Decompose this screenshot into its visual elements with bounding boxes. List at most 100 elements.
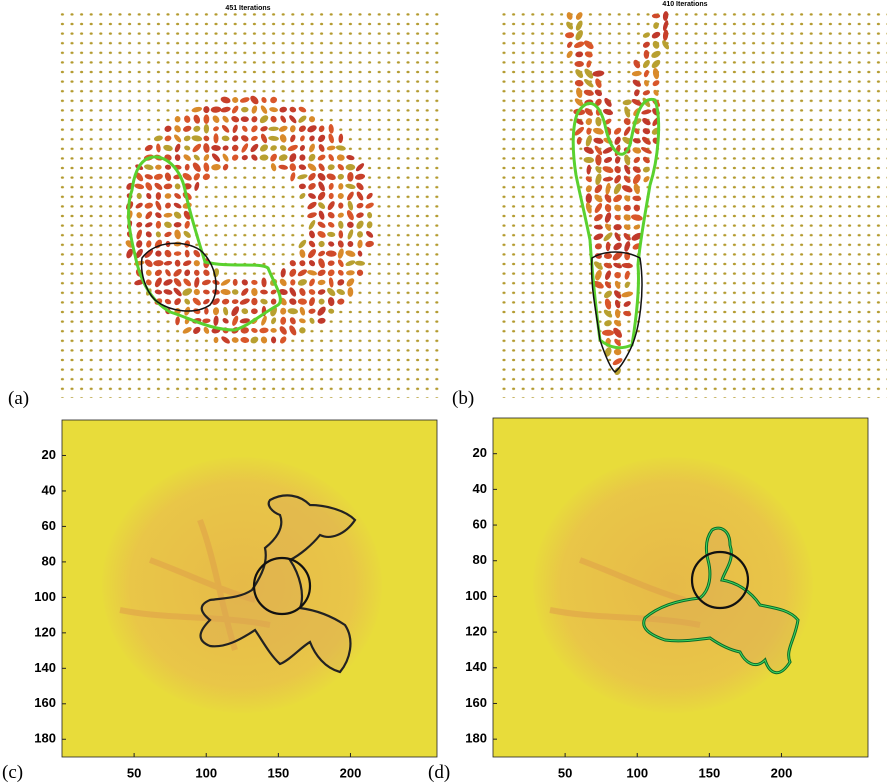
y-tick-label: 100 <box>34 589 56 604</box>
tensor-glyph <box>624 281 630 288</box>
tensor-glyph <box>622 99 632 106</box>
tensor-glyph <box>566 12 573 20</box>
tensor-glyph <box>643 69 649 78</box>
tensor-glyph <box>239 298 250 305</box>
tensor-glyph <box>164 172 172 182</box>
tensor-glyph <box>268 126 279 132</box>
tensor-glyph <box>574 79 584 87</box>
tensor-glyph <box>337 240 344 248</box>
tensor-glyph <box>326 173 336 181</box>
tensor-glyph <box>192 297 201 306</box>
tensor-glyph <box>357 239 363 249</box>
tensor-glyph <box>211 164 221 171</box>
tensor-glyph <box>642 59 650 69</box>
tensor-glyph <box>641 109 652 115</box>
tensor-glyph <box>135 202 143 209</box>
tensor-glyph <box>583 146 594 154</box>
seed-circle <box>252 556 312 616</box>
tensor-glyph <box>299 145 305 151</box>
tensor-glyph <box>308 172 316 181</box>
tensor-glyph <box>356 182 364 191</box>
tensor-glyph <box>624 154 631 166</box>
tensor-glyph <box>641 147 652 154</box>
tensor-glyph <box>154 182 163 190</box>
tensor-glyph <box>614 338 621 347</box>
tensor-glyph <box>261 315 267 326</box>
tensor-glyph <box>602 166 614 173</box>
tensor-glyph <box>614 272 621 279</box>
tensor-glyph <box>297 298 307 305</box>
tensor-glyph <box>366 231 374 238</box>
axes-frame <box>492 417 869 758</box>
tensor-glyph <box>165 202 171 209</box>
tensor-glyph <box>231 289 239 295</box>
tensor-glyph <box>202 173 210 181</box>
tensor-glyph <box>241 135 249 142</box>
tensor-glyph <box>307 212 317 219</box>
tensor-glyph <box>585 118 592 126</box>
tensor-glyph <box>594 89 603 97</box>
tensor-glyph <box>318 258 325 269</box>
tensor-glyph <box>575 69 584 79</box>
tensor-glyph <box>345 183 356 189</box>
tensor-glyph <box>145 182 153 191</box>
tensor-glyph <box>662 29 669 41</box>
tensor-glyph <box>232 135 239 142</box>
tensor-glyph <box>260 126 268 132</box>
green-contour <box>127 155 282 332</box>
tensor-glyph <box>584 108 593 116</box>
tensor-glyph <box>614 156 621 164</box>
tensor-glyph <box>144 202 153 209</box>
tensor-glyph <box>242 125 248 132</box>
tensor-glyph <box>184 220 190 229</box>
tensor-glyph <box>221 298 230 305</box>
tensor-glyph <box>317 269 326 277</box>
tensor-glyph <box>633 204 640 212</box>
tensor-glyph <box>651 13 661 19</box>
tensor-glyph <box>193 260 200 267</box>
tensor-glyph <box>653 22 659 29</box>
tensor-glyph <box>155 250 162 257</box>
x-tick-label: 200 <box>340 765 362 780</box>
tensor-glyph <box>182 288 193 296</box>
tensor-glyph <box>594 243 602 250</box>
tensor-glyph <box>290 172 296 182</box>
tensor-glyph <box>365 240 374 248</box>
tensor-glyph <box>345 164 356 171</box>
tensor-glyph <box>652 40 660 49</box>
tensor-glyph <box>279 145 287 151</box>
tensor-glyph <box>367 212 373 219</box>
tensor-glyph <box>145 211 153 220</box>
tensor-glyph <box>289 106 297 113</box>
tensor-glyph <box>289 298 297 305</box>
tensor-glyph <box>632 138 641 144</box>
tensor-glyph <box>298 106 307 113</box>
tensor-glyph <box>347 287 354 297</box>
y-tick-label: 40 <box>473 481 487 496</box>
tensor-glyph <box>604 97 612 107</box>
x-tick-label: 100 <box>195 765 217 780</box>
tensor-glyph <box>347 221 354 228</box>
tensor-glyph <box>260 336 268 344</box>
tensor-glyph <box>250 143 259 153</box>
tensor-glyph <box>621 263 633 269</box>
tensor-glyph <box>317 289 326 295</box>
tensor-glyph <box>145 279 152 286</box>
tensor-glyph <box>174 143 181 153</box>
tensor-glyph <box>240 327 249 334</box>
tensor-glyph <box>632 174 641 185</box>
tensor-glyph <box>287 308 299 315</box>
tensor-glyph <box>593 137 604 144</box>
tensor-glyph <box>317 221 326 228</box>
tensor-glyph <box>317 230 326 238</box>
tensor-glyph <box>221 124 230 133</box>
tensor-glyph <box>325 250 337 257</box>
tensor-glyph <box>251 135 258 141</box>
y-tick-label: 100 <box>465 588 487 603</box>
brain-slice <box>102 457 382 713</box>
tensor-glyph <box>624 195 631 202</box>
tensor-glyph <box>613 242 622 251</box>
x-tick-label: 150 <box>267 765 289 780</box>
tensor-glyph <box>337 212 344 218</box>
black-contour <box>140 242 217 312</box>
